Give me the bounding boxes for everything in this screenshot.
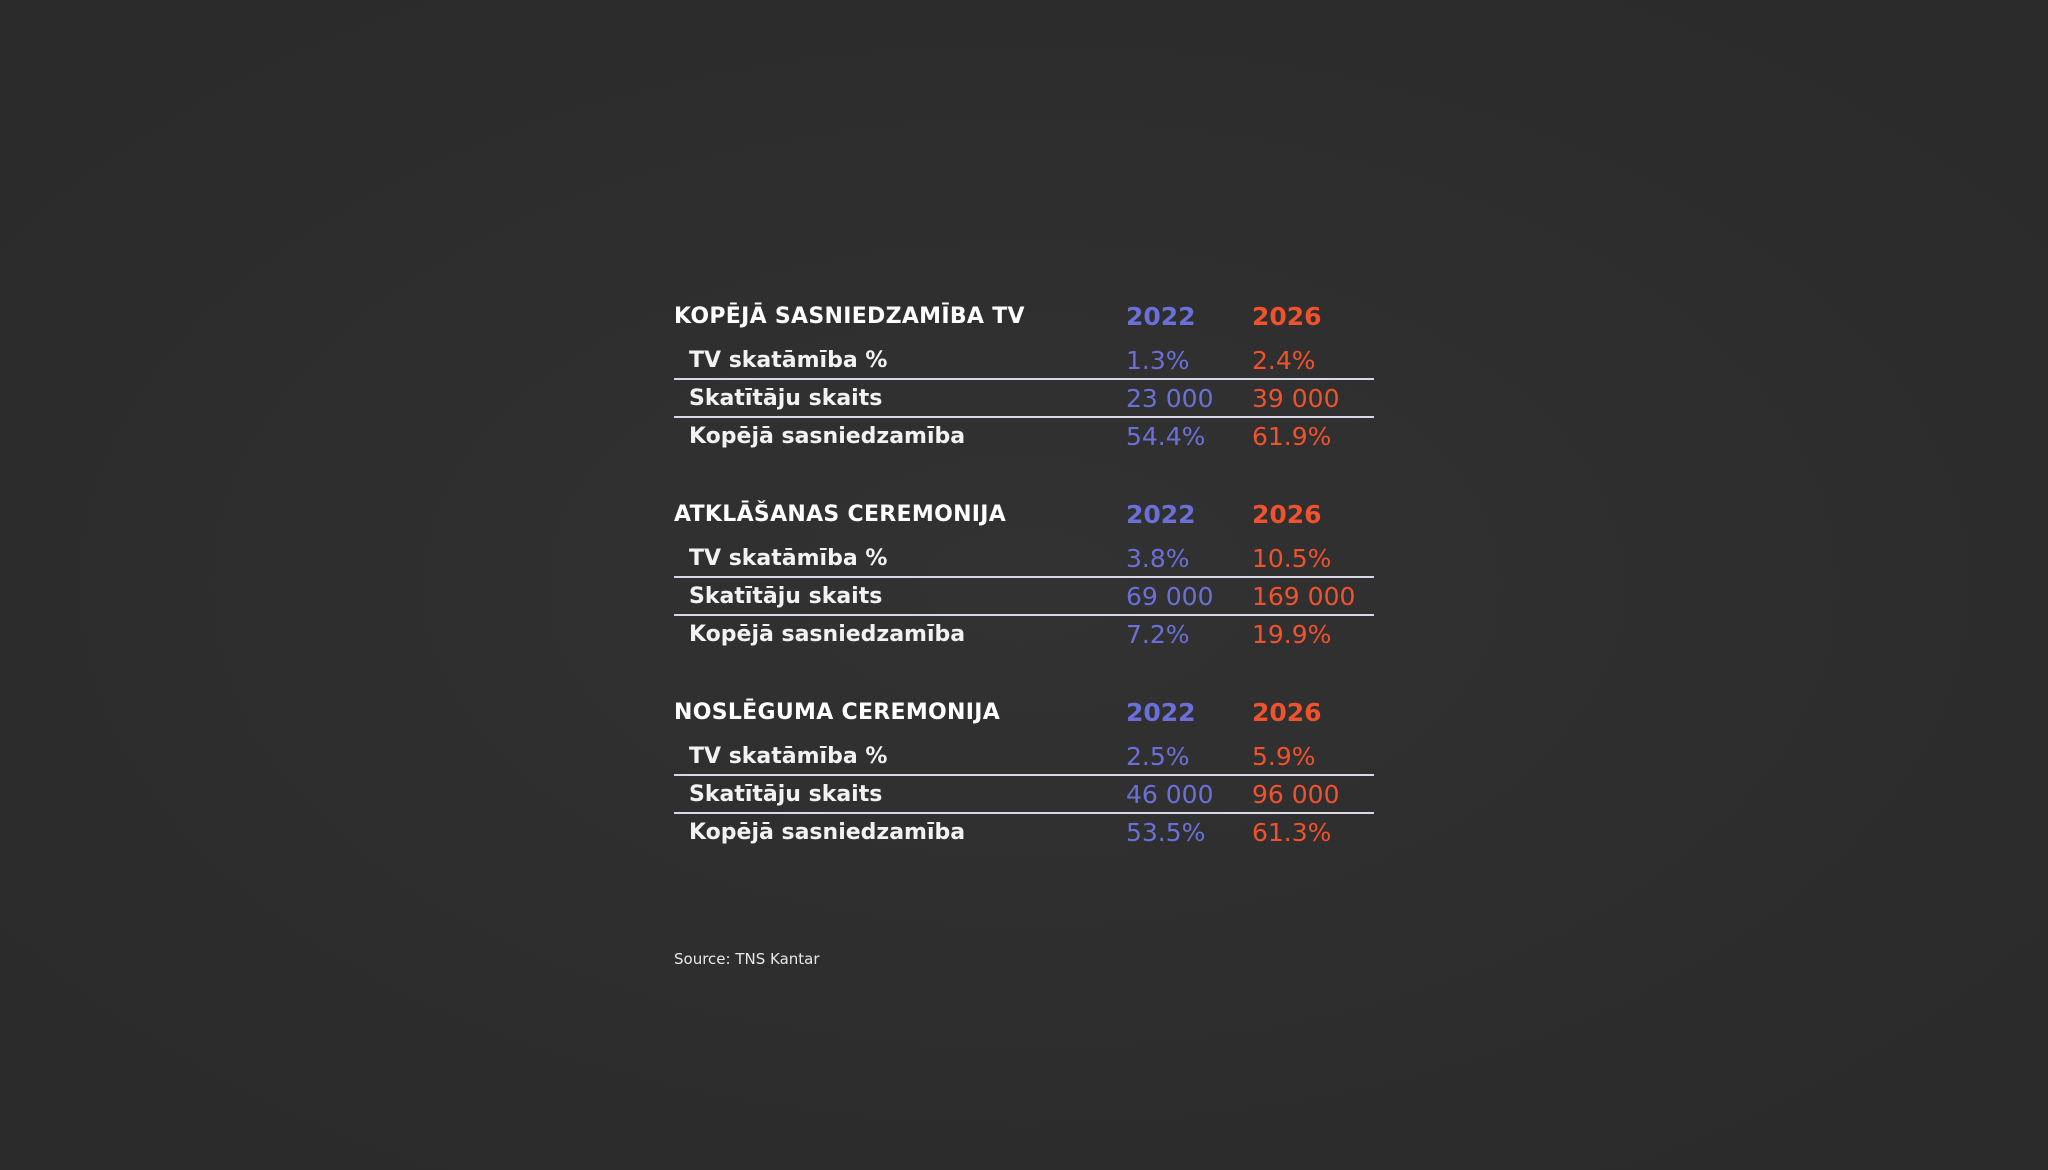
row-label: Kopējā sasniedzamība xyxy=(689,819,966,845)
value-2026: 96 000 xyxy=(1252,779,1340,809)
value-2022: 1.3% xyxy=(1126,345,1190,375)
section-header: NOSLĒGUMA CEREMONIJA 2022 2026 xyxy=(674,694,1374,730)
table-row: Skatītāju skaits 23 000 39 000 xyxy=(674,380,1374,418)
year-2026-label: 2026 xyxy=(1252,697,1322,727)
comparison-table: KOPĒJĀ SASNIEDZAMĪBA TV 2022 2026 TV ska… xyxy=(674,298,1374,892)
section-opening-ceremony: ATKLĀŠANAS CEREMONIJA 2022 2026 TV skatā… xyxy=(674,496,1374,652)
value-2026: 10.5% xyxy=(1252,543,1332,573)
value-2022: 53.5% xyxy=(1126,817,1206,847)
table-row: Kopējā sasniedzamība 7.2% 19.9% xyxy=(674,616,1374,652)
row-label: TV skatāmība % xyxy=(689,347,888,373)
table-row: Kopējā sasniedzamība 54.4% 61.9% xyxy=(674,418,1374,454)
section-title: KOPĒJĀ SASNIEDZAMĪBA TV xyxy=(674,303,1025,329)
section-title: NOSLĒGUMA CEREMONIJA xyxy=(674,699,1001,725)
section-closing-ceremony: NOSLĒGUMA CEREMONIJA 2022 2026 TV skatām… xyxy=(674,694,1374,850)
section-header: ATKLĀŠANAS CEREMONIJA 2022 2026 xyxy=(674,496,1374,532)
row-label: Skatītāju skaits xyxy=(689,385,883,411)
value-2026: 61.3% xyxy=(1252,817,1332,847)
value-2022: 23 000 xyxy=(1126,383,1214,413)
section-total-reach: KOPĒJĀ SASNIEDZAMĪBA TV 2022 2026 TV ska… xyxy=(674,298,1374,454)
value-2022: 46 000 xyxy=(1126,779,1214,809)
value-2026: 5.9% xyxy=(1252,741,1316,771)
year-2022-label: 2022 xyxy=(1126,499,1196,529)
table-row: Skatītāju skaits 69 000 169 000 xyxy=(674,578,1374,616)
table-row: Skatītāju skaits 46 000 96 000 xyxy=(674,776,1374,814)
section-header: KOPĒJĀ SASNIEDZAMĪBA TV 2022 2026 xyxy=(674,298,1374,334)
year-2026-label: 2026 xyxy=(1252,301,1322,331)
value-2026: 39 000 xyxy=(1252,383,1340,413)
source-note: Source: TNS Kantar xyxy=(674,950,820,968)
value-2022: 2.5% xyxy=(1126,741,1190,771)
value-2026: 2.4% xyxy=(1252,345,1316,375)
year-2026-label: 2026 xyxy=(1252,499,1322,529)
value-2026: 19.9% xyxy=(1252,619,1332,649)
value-2026: 61.9% xyxy=(1252,421,1332,451)
value-2022: 3.8% xyxy=(1126,543,1190,573)
row-label: TV skatāmība % xyxy=(689,545,888,571)
table-row: Kopējā sasniedzamība 53.5% 61.3% xyxy=(674,814,1374,850)
value-2022: 69 000 xyxy=(1126,581,1214,611)
value-2022: 54.4% xyxy=(1126,421,1206,451)
year-2022-label: 2022 xyxy=(1126,697,1196,727)
section-title: ATKLĀŠANAS CEREMONIJA xyxy=(674,501,1007,527)
row-label: Skatītāju skaits xyxy=(689,781,883,807)
value-2022: 7.2% xyxy=(1126,619,1190,649)
row-label: Kopējā sasniedzamība xyxy=(689,423,966,449)
table-row: TV skatāmība % 2.5% 5.9% xyxy=(674,738,1374,776)
row-label: TV skatāmība % xyxy=(689,743,888,769)
table-row: TV skatāmība % 1.3% 2.4% xyxy=(674,342,1374,380)
table-row: TV skatāmība % 3.8% 10.5% xyxy=(674,540,1374,578)
year-2022-label: 2022 xyxy=(1126,301,1196,331)
value-2026: 169 000 xyxy=(1252,581,1356,611)
row-label: Kopējā sasniedzamība xyxy=(689,621,966,647)
row-label: Skatītāju skaits xyxy=(689,583,883,609)
